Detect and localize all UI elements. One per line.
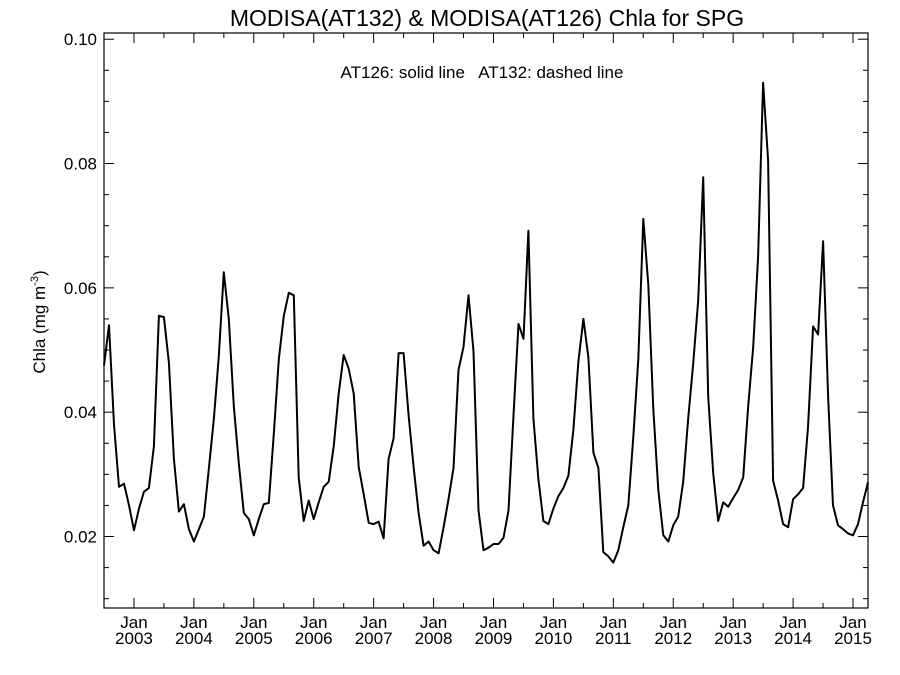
x-tick-label-month: Jan (300, 613, 327, 632)
x-tick-label-year: 2009 (475, 629, 513, 648)
y-tick-label: 0.10 (64, 30, 97, 49)
x-tick-label-month: Jan (120, 613, 147, 632)
y-axis-label-main: Chla (mg m (30, 286, 49, 374)
series-line (103, 81, 869, 564)
x-tick-label-month: Jan (719, 613, 746, 632)
x-tick-label-month: Jan (480, 613, 507, 632)
y-tick-label: 0.02 (64, 528, 97, 547)
y-axis-label-close: ) (30, 270, 49, 276)
x-tick-label-year: 2010 (534, 629, 572, 648)
x-tick-label-month: Jan (600, 613, 627, 632)
y-tick-label: 0.08 (64, 155, 97, 174)
axes: 0.020.040.060.080.10Jan2003Jan2004Jan200… (64, 30, 872, 648)
x-tick-label-month: Jan (660, 613, 687, 632)
series-annotation: AT126: solid line AT132: dashed line (341, 63, 624, 82)
y-axis-label-superscript: -3 (29, 276, 41, 286)
y-tick-label: 0.06 (64, 279, 97, 298)
x-tick-label-month: Jan (240, 613, 267, 632)
x-tick-label-month: Jan (360, 613, 387, 632)
x-tick-label-month: Jan (180, 613, 207, 632)
x-tick-label-year: 2011 (595, 629, 632, 648)
x-tick-label-year: 2004 (175, 629, 213, 648)
x-tick-label-year: 2014 (774, 629, 812, 648)
x-tick-label-month: Jan (779, 613, 806, 632)
chart-title: MODISA(AT132) & MODISA(AT126) Chla for S… (230, 5, 744, 31)
series-layer (103, 81, 869, 564)
y-tick-label: 0.04 (64, 403, 97, 422)
x-tick-label-year: 2015 (834, 629, 872, 648)
x-tick-label-year: 2006 (295, 629, 333, 648)
y-axis-label: Chla (mg m-3) (29, 270, 49, 373)
x-tick-label-year: 2007 (355, 629, 393, 648)
x-tick-label-month: Jan (839, 613, 866, 632)
x-tick-label-month: Jan (540, 613, 567, 632)
x-tick-label-year: 2003 (115, 629, 153, 648)
x-tick-label-year: 2012 (654, 629, 692, 648)
x-tick-label-month: Jan (420, 613, 447, 632)
x-tick-label-year: 2013 (714, 629, 752, 648)
plot-frame (103, 32, 869, 609)
x-tick-label-year: 2005 (235, 629, 273, 648)
x-tick-label-year: 2008 (415, 629, 453, 648)
